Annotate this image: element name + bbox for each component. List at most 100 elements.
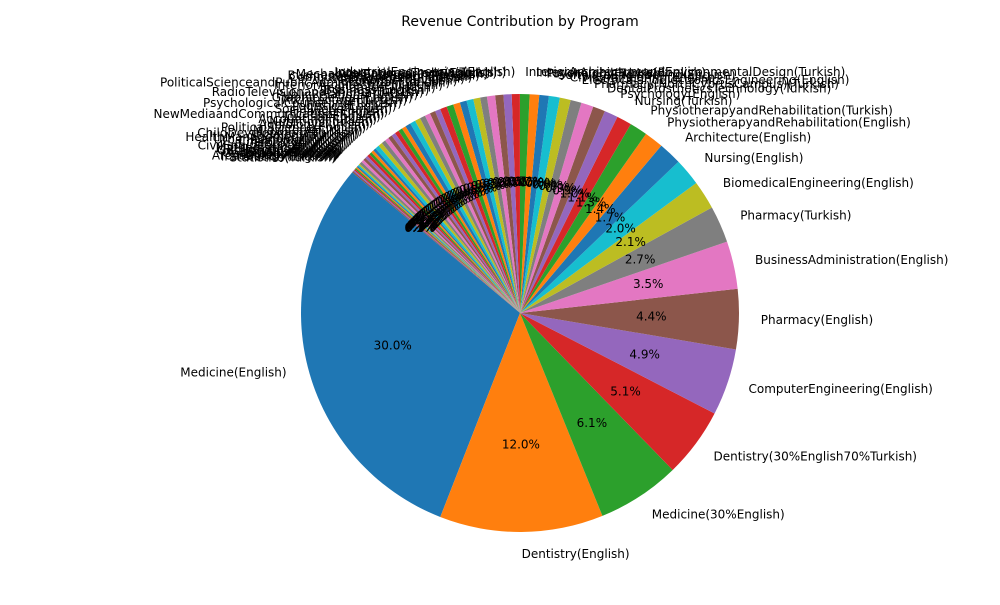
pie-slice xyxy=(520,124,646,313)
pie-slice xyxy=(354,168,520,313)
percent-label: 2.1% xyxy=(615,235,646,249)
slice-label: Geography(Turkish) xyxy=(222,146,340,160)
slice-label: Nutrition(Turkish) xyxy=(269,115,373,129)
pie-slice xyxy=(359,161,520,313)
pie-slice xyxy=(473,97,520,314)
slice-label: PublicRelations(Turkish) xyxy=(276,88,418,102)
pie-slice xyxy=(371,150,520,313)
pie-slice xyxy=(429,111,520,313)
slice-label: CivilEngineering(English) xyxy=(570,70,720,84)
pie-slice xyxy=(520,99,582,313)
percent-label: 0.5% xyxy=(475,178,506,192)
percent-label: 0.1% xyxy=(407,219,438,233)
pie-slice xyxy=(459,100,520,313)
percent-label: 0.1% xyxy=(408,217,439,231)
slice-label: Architecture(Turkish) xyxy=(282,93,407,107)
slice-label: DentalProstheticsTechnology(Turkish) xyxy=(607,81,831,95)
slice-label: Psychology(English) xyxy=(620,87,740,101)
percent-label: 0.5% xyxy=(463,182,494,196)
pie-slice xyxy=(520,313,673,516)
percent-label: 0.2% xyxy=(410,215,441,229)
percent-label: 0.6% xyxy=(497,175,528,189)
slice-label: PhysiotherapyandRehabilitation(English) xyxy=(667,115,911,129)
percent-label: 0.2% xyxy=(417,208,448,222)
slice-label: Medicine(30%English) xyxy=(652,508,785,522)
percent-label: 0.4% xyxy=(440,191,471,205)
slice-label: Accounting(Turkish) xyxy=(258,112,377,126)
slice-label: Mathematics(Turkish) xyxy=(216,141,345,155)
pie-slice xyxy=(503,94,520,313)
slice-label: InteriorArchitectureandEnvironmentalDesi… xyxy=(525,65,845,79)
percent-label: 0.3% xyxy=(423,203,454,217)
percent-label: 0.1% xyxy=(405,220,436,234)
percent-label: 0.9% xyxy=(552,183,583,197)
pie-slice xyxy=(381,140,520,313)
slice-label: History(Turkish) xyxy=(255,137,349,151)
pie-slice xyxy=(353,170,520,313)
slice-label: Statistics(Turkish) xyxy=(230,151,336,165)
pie-slice xyxy=(373,148,520,313)
slice-label: Gastronomy(Turkish) xyxy=(217,144,342,158)
percent-label: 6.1% xyxy=(577,416,608,430)
slice-label: PoliticalScienceandPublicAdministration(… xyxy=(160,75,450,89)
pie-slice xyxy=(446,104,520,313)
pie-slice xyxy=(511,94,520,313)
percent-label: 0.6% xyxy=(502,175,533,189)
percent-label: 0.4% xyxy=(449,187,480,201)
slice-label: Psychology(Turkish) xyxy=(547,67,666,81)
pie-slice xyxy=(355,167,520,313)
percent-label: 4.4% xyxy=(636,310,667,324)
pie-slice xyxy=(466,99,520,313)
slice-label: UrbanPlanning(Turkish) xyxy=(214,132,354,146)
percent-label: 0.6% xyxy=(487,176,518,190)
pie-slice xyxy=(365,156,520,313)
slice-label: InteriorArchitecture(Turkish) xyxy=(274,78,443,92)
percent-label: 0.1% xyxy=(408,217,439,231)
pie-slice xyxy=(520,161,697,313)
pie-slice xyxy=(480,96,520,313)
pie-slice xyxy=(361,159,520,313)
slice-label: Medicine(English) xyxy=(180,366,286,380)
slice-label: Translation(English) xyxy=(218,149,337,163)
pie-slice xyxy=(520,94,549,313)
pie-slice xyxy=(357,164,520,313)
percent-label: 0.1% xyxy=(405,221,436,235)
percent-label: 0.2% xyxy=(416,209,447,223)
pie-slice xyxy=(520,288,739,350)
pie-slice xyxy=(440,106,520,313)
percent-label: 0.2% xyxy=(411,214,442,228)
slice-label: Dentistry(English) xyxy=(522,547,630,561)
percent-label: 4.9% xyxy=(629,348,660,362)
pie-slice xyxy=(520,133,662,313)
chart-title: Revenue Contribution by Program xyxy=(401,14,639,30)
pie-slice xyxy=(440,313,603,532)
percent-label: 0.2% xyxy=(414,211,445,225)
slice-label: Logistics(English) xyxy=(292,99,397,113)
slice-label: Dentistry(30%English70%Turkish) xyxy=(714,449,917,463)
slice-label: ChildDevelopment(Turkish) xyxy=(197,126,360,140)
slice-label: BusinessAdministration(English) xyxy=(755,253,948,267)
pie-slice xyxy=(519,93,530,314)
percent-label: 1.0% xyxy=(559,187,590,201)
percent-label: 0.8% xyxy=(532,177,563,191)
pie-slice xyxy=(520,97,571,313)
percent-label: 0.3% xyxy=(421,205,452,219)
percent-label: 1.3% xyxy=(576,196,607,210)
pie-slice xyxy=(520,106,605,313)
slice-label: Nursing(Turkish) xyxy=(635,94,733,108)
slice-label: Business(English) xyxy=(324,83,430,97)
percent-label: 0.3% xyxy=(433,196,464,210)
pie-slice xyxy=(495,94,520,313)
percent-label: 0.5% xyxy=(471,179,502,193)
percent-label: 0.4% xyxy=(446,188,477,202)
slice-label: Pharmacy(NorthCyprusCampus)(Turkish) xyxy=(594,77,839,91)
pie-slice xyxy=(520,102,594,313)
slice-label: BiomedicalEngineering(English) xyxy=(723,176,914,190)
pie-slice xyxy=(363,157,520,313)
percent-label: 0.4% xyxy=(437,193,468,207)
pie-slice xyxy=(401,126,520,313)
pie-slice xyxy=(378,143,520,313)
percent-label: 30.0% xyxy=(374,339,412,353)
slice-label: IndustrialEngineering(English) xyxy=(334,65,515,79)
